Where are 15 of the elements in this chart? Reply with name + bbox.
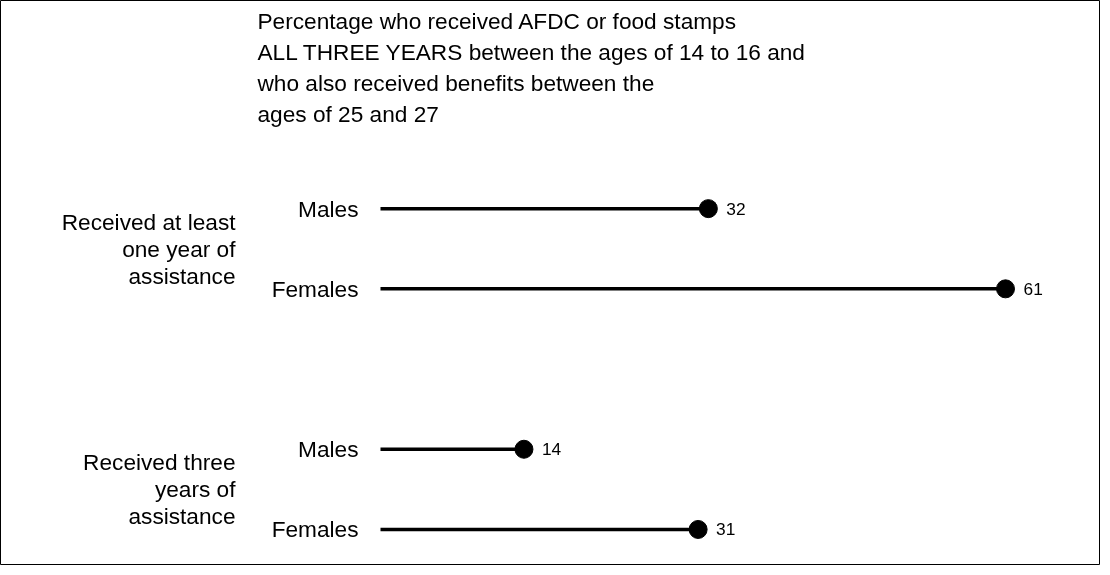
y-tick-label: Males	[298, 436, 359, 463]
data-label: 61	[1023, 278, 1043, 299]
data-label: 31	[716, 519, 736, 540]
y-tick-label: Males	[298, 195, 359, 222]
y-tick-label: Females	[271, 516, 359, 543]
data-label: 14	[541, 439, 562, 460]
chart-title: Percentage who received AFDC or food stamps ALL THREE YEARS between the ages of 14 to 16 and who also received benefits between the ages of 25 and 27	[256, 7, 805, 127]
point	[514, 439, 534, 459]
y-tick-label: Females	[271, 275, 359, 302]
point	[688, 519, 708, 539]
text: Received three years of assistance	[83, 449, 237, 530]
point	[996, 279, 1015, 299]
data-label: 32	[726, 198, 746, 219]
text: Received at least one year of assistance	[61, 208, 237, 289]
point	[698, 199, 718, 219]
